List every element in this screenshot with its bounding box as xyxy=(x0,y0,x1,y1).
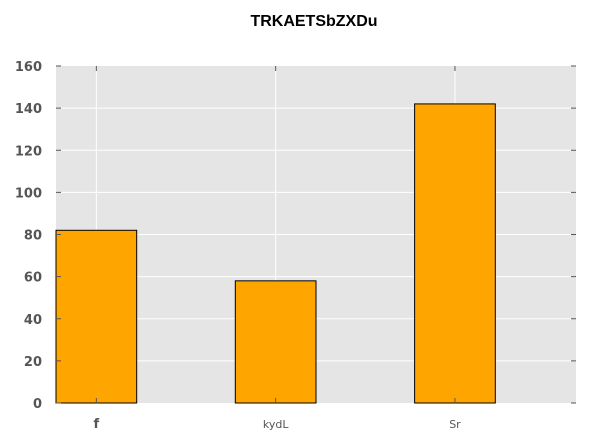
y-tick-label: 140 xyxy=(15,102,42,117)
x-tick-label: f xyxy=(94,417,100,432)
y-tick-label: 60 xyxy=(24,271,42,286)
y-tick-label: 120 xyxy=(15,144,42,159)
bar-Sr xyxy=(414,103,496,404)
y-axis-tick-labels: 0 20 40 60 80 100 120 140 160 xyxy=(15,60,42,412)
y-tick-label: 160 xyxy=(15,60,42,75)
x-axis-tick-labels: f kydL Sr xyxy=(94,417,462,432)
chart-title: TRKAETSbZXDu xyxy=(250,13,377,30)
bars xyxy=(55,103,496,404)
y-tick-label: 100 xyxy=(15,186,42,201)
y-tick-label: 40 xyxy=(24,313,42,328)
x-tick-label: kydL xyxy=(263,418,289,431)
y-tick-label: 80 xyxy=(24,229,42,244)
y-tick-label: 20 xyxy=(24,355,42,370)
x-tick-label: Sr xyxy=(449,418,461,431)
y-tick-label: 0 xyxy=(33,397,42,412)
bar-f xyxy=(55,229,138,404)
axis-ticks xyxy=(56,65,576,404)
bar-kydL xyxy=(234,280,317,404)
